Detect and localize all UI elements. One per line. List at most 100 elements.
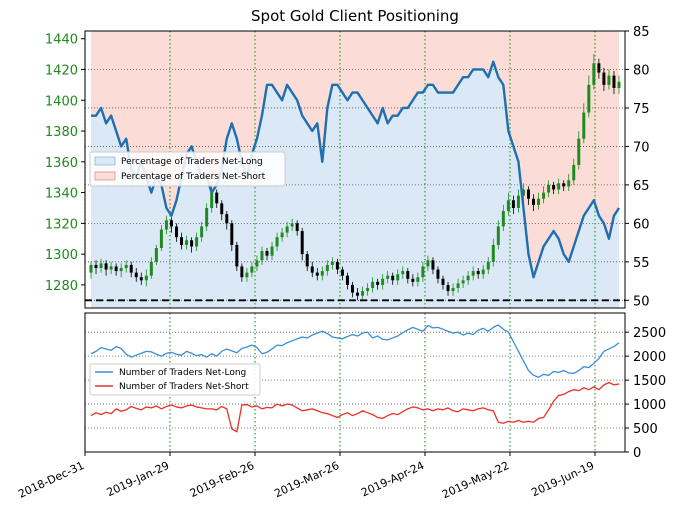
- left-tick-label: 1420: [45, 63, 78, 78]
- candle-body: [310, 266, 314, 273]
- candle-body: [340, 269, 344, 276]
- x-tick-label: 2019-Jan-29: [105, 459, 172, 499]
- candle-body: [200, 226, 204, 238]
- candle-body: [174, 226, 178, 238]
- right-tick-label: 70: [633, 140, 650, 155]
- bottom-right-tick-label: 500: [633, 422, 658, 437]
- x-tick-label: 2019-Feb-26: [188, 459, 256, 500]
- candle-body: [476, 271, 480, 275]
- candle-body: [255, 260, 259, 267]
- candle-body: [597, 63, 601, 73]
- candle-body: [542, 192, 546, 199]
- candle-body: [89, 264, 93, 273]
- candle-body: [562, 183, 566, 187]
- right-tick-label: 50: [633, 294, 650, 309]
- candle-body: [139, 277, 143, 281]
- candle-body: [195, 237, 199, 247]
- legend-label-short: Percentage of Traders Net-Short: [121, 172, 266, 182]
- traders-net-long-line: [90, 324, 620, 378]
- left-tick-label: 1340: [45, 187, 78, 202]
- candle-body: [587, 84, 591, 113]
- candle-body: [431, 260, 435, 270]
- legend-label-long: Percentage of Traders Net-Long: [121, 157, 263, 167]
- candle-body: [149, 261, 153, 276]
- candle-body: [456, 283, 460, 288]
- candle-body: [511, 200, 515, 208]
- legend-swatch-long: [94, 156, 116, 166]
- candle-body: [416, 277, 420, 282]
- candle-body: [220, 203, 224, 215]
- right-tick-label: 85: [633, 25, 650, 40]
- candle-body: [325, 264, 329, 272]
- candle-body: [300, 231, 304, 255]
- traders-net-short-line: [90, 381, 620, 433]
- legend-swatch-short: [94, 171, 116, 181]
- candle-body: [285, 226, 289, 233]
- candle-body: [381, 278, 385, 285]
- candle-body: [330, 261, 334, 265]
- candle-body: [612, 75, 616, 88]
- candle-body: [265, 251, 269, 256]
- candle-body: [114, 266, 118, 272]
- candle-body: [366, 287, 370, 292]
- candle-body: [144, 275, 148, 281]
- candle-body: [572, 164, 576, 181]
- candle-body: [295, 223, 299, 232]
- candle-body: [225, 214, 229, 224]
- candle-body: [537, 198, 541, 205]
- candle-body: [602, 72, 606, 85]
- x-tick-label: 2018-Dec-31: [16, 459, 86, 501]
- candle-body: [180, 237, 184, 245]
- candle-body: [235, 244, 239, 267]
- candle-body: [275, 237, 279, 247]
- bottom-right-tick-label: 1500: [633, 374, 666, 389]
- candle-body: [356, 292, 360, 296]
- candle-body: [99, 263, 103, 268]
- candle-body: [466, 275, 470, 281]
- candle-body: [406, 271, 410, 279]
- candle-body: [582, 112, 586, 139]
- legend-label-traders-long: Number of Traders Net-Long: [119, 368, 246, 378]
- candle-body: [532, 198, 536, 205]
- x-tick-label: 2019-Mar-26: [272, 459, 341, 500]
- candle-body: [119, 267, 123, 272]
- candle-body: [361, 291, 365, 296]
- candle-body: [471, 271, 475, 276]
- candle-body: [190, 240, 194, 247]
- candle-body: [305, 254, 309, 267]
- candle-body: [577, 138, 581, 165]
- candle-body: [557, 183, 561, 190]
- candle-body: [436, 269, 440, 279]
- net-short-area: [91, 31, 619, 278]
- candle-body: [154, 247, 158, 262]
- candle-body: [109, 266, 113, 270]
- candle-body: [516, 195, 520, 208]
- candle-body: [486, 261, 490, 270]
- candle-body: [567, 180, 571, 187]
- candle-body: [345, 275, 349, 285]
- left-tick-label: 1400: [45, 94, 78, 109]
- candle-body: [386, 275, 390, 279]
- x-tick-label: 2019-Jun-19: [529, 459, 596, 499]
- candle-body: [552, 184, 556, 190]
- candle-body: [210, 192, 214, 208]
- candle-body: [421, 266, 425, 278]
- candle-body: [230, 223, 234, 245]
- left-tick-label: 1300: [45, 248, 78, 263]
- x-tick-label: 2019-Apr-24: [359, 459, 426, 500]
- bottom-panel-frame: [84, 312, 626, 453]
- candle-body: [290, 223, 294, 227]
- left-tick-label: 1280: [45, 279, 78, 294]
- candle-body: [185, 240, 189, 245]
- candle-body: [270, 246, 274, 256]
- candle-body: [451, 287, 455, 292]
- candle-body: [401, 271, 405, 275]
- bottom-legend-box: [89, 363, 261, 396]
- net-long-pct-line: [91, 60, 621, 279]
- candle-body: [396, 274, 400, 281]
- candle-body: [506, 200, 510, 212]
- candle-body: [501, 211, 505, 227]
- candle-body: [215, 192, 219, 204]
